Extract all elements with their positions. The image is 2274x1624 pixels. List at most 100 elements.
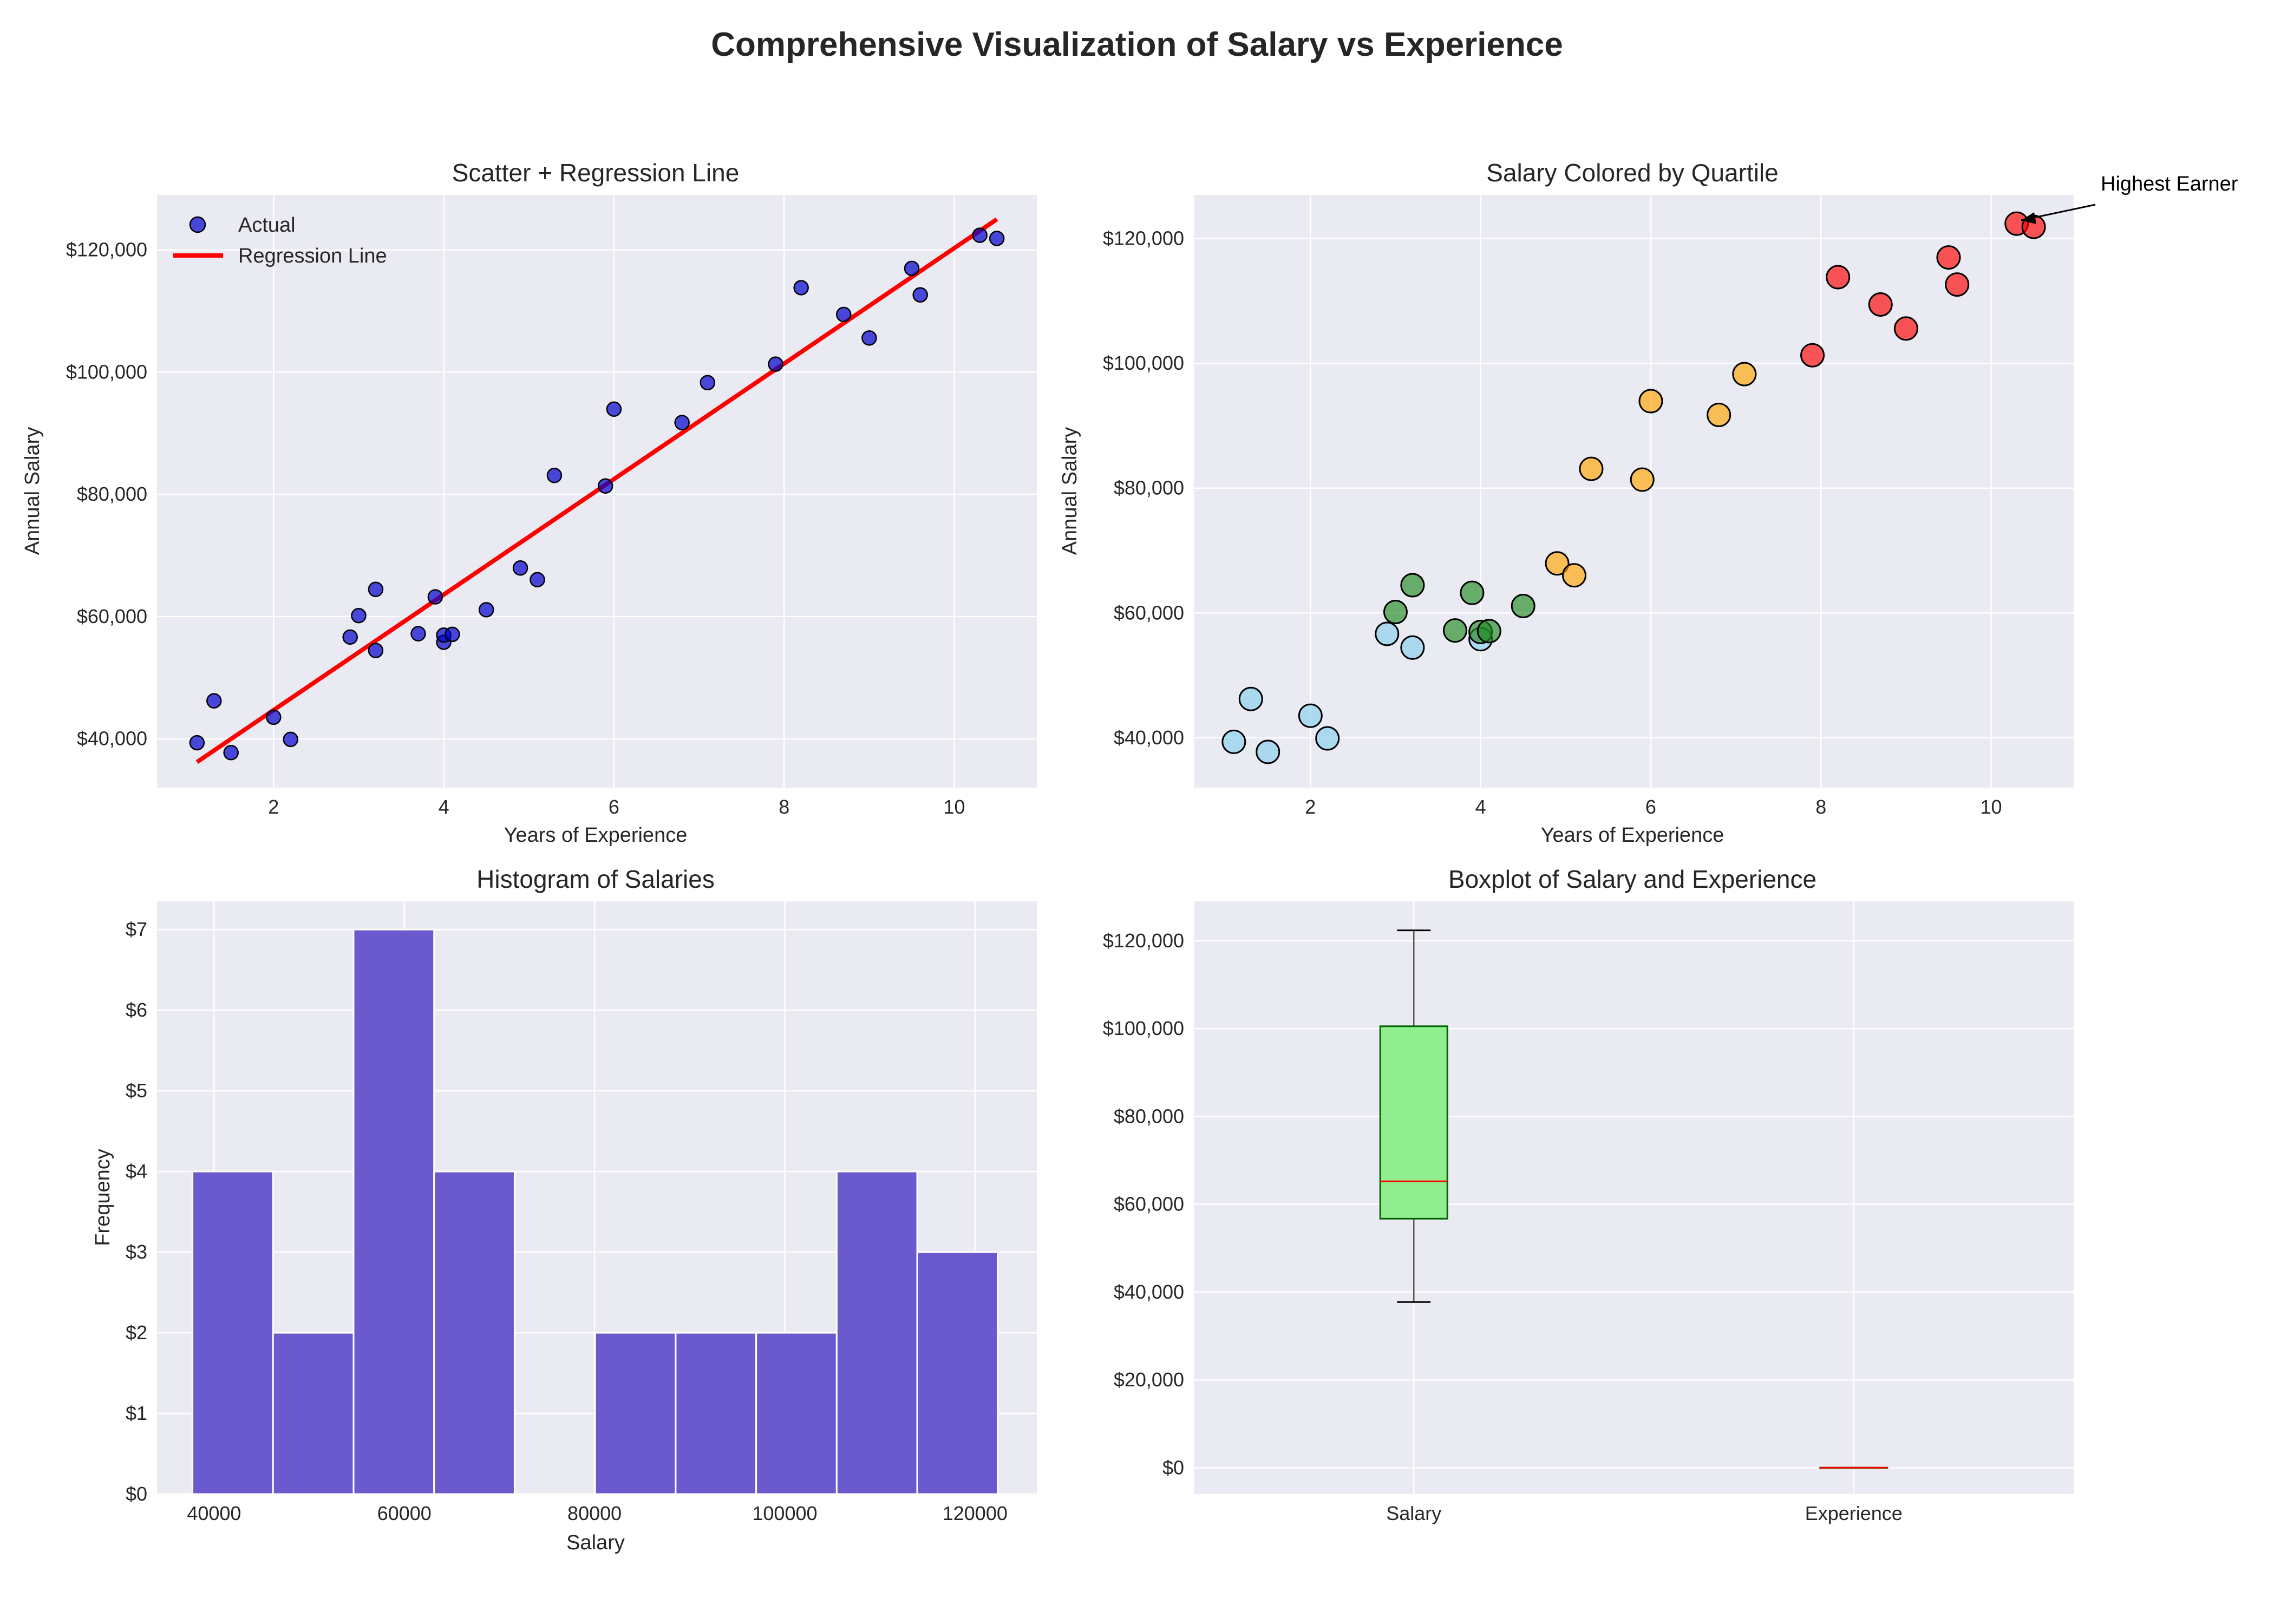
quartile-point [1511,593,1535,618]
x-tick-label: 40000 [187,1502,241,1524]
panel-3-xlabel: Salary [566,1531,625,1554]
legend-regression-label: Regression Line [238,245,387,267]
panel-3-ticks: 40000 60000 80000 100000 120000 $0 $1 $2 $3 $4 $5 $… [126,918,1008,1524]
legend-actual-marker [189,216,206,233]
x-tick-label: 8 [1815,796,1826,818]
x-tick-label: 10 [1981,796,2002,818]
quartile-point [1707,402,1731,427]
figure-title: Comprehensive Visualization of Salary vs… [711,26,1563,63]
histogram-bar [675,1332,757,1495]
scatter-point [674,415,690,430]
y-tick-label: $60,000 [77,605,147,627]
x-tick-label: Experience [1805,1502,1903,1524]
x-tick-label: 60000 [377,1502,432,1524]
scatter-point [912,287,928,303]
x-tick-label: 4 [1475,796,1486,818]
y-tick-label: $100,000 [66,361,147,383]
x-tick-label: 4 [439,796,449,818]
quartile-point [1945,272,1970,297]
quartile-point [1826,265,1851,290]
panel-boxplot: Boxplot of Salary and Experience $0 $20,0… [1103,865,2074,1524]
panel-1-marks [189,217,1005,764]
y-tick-label: $4 [126,1160,147,1182]
x-tick-label: 100000 [752,1502,817,1524]
y-tick-label: $80,000 [1114,477,1184,499]
quartile-point [1638,389,1663,414]
y-tick-label: $2 [126,1321,147,1344]
quartile-point [1800,343,1825,368]
scatter-point [546,468,563,483]
scatter-point [836,306,852,323]
scatter-point [189,735,205,751]
scatter-point [266,709,282,725]
scatter-point [768,356,783,372]
x-tick-label: 2 [268,796,279,818]
x-tick-label: Salary [1386,1502,1441,1524]
x-tick-label: 10 [944,796,965,818]
histogram-bar [272,1332,355,1495]
quartile-point [1442,618,1467,643]
quartile-point [1732,362,1757,387]
panel-4-ticks: $0 $20,000 $40,000 $60,000 $80,000 $100,000 $1… [1103,929,1903,1524]
x-tick-label: 6 [609,796,619,818]
panel-3-title: Histogram of Salaries [476,865,715,893]
annotation-arrowhead [2021,212,2036,224]
quartile-point [1545,551,1570,576]
y-tick-label: $40,000 [77,728,147,750]
panel-scatter-regression: Scatter + Regression Line 2 4 6 8 10 $40,000 $… [21,159,1037,847]
scatter-point [351,607,367,624]
y-tick-label: $6 [126,999,147,1021]
regression-line [195,217,998,764]
panel-3-ylabel: Frequency [92,1149,114,1246]
quartile-point [1460,580,1485,605]
panel-3-marks [192,928,999,1495]
scatter-point [904,260,920,277]
y-tick-label: $7 [126,918,147,940]
panel-4-title: Boxplot of Salary and Experience [1448,865,1816,893]
y-tick-label: $20,000 [1114,1368,1184,1391]
panel-2-marks [1221,211,2046,764]
y-tick-label: $0 [1162,1456,1184,1478]
panel-2-plot-area [1194,195,2074,788]
box-iqr [1379,1025,1448,1220]
scatter-point [342,629,358,645]
quartile-point [1561,563,1586,588]
panel-1-title: Scatter + Regression Line [452,159,740,187]
panel-2-xlabel: Years of Experience [1541,824,1724,847]
y-tick-label: $80,000 [1114,1105,1184,1127]
y-tick-label: $60,000 [1114,1193,1184,1215]
x-tick-label: 6 [1645,796,1656,818]
y-tick-label: $80,000 [77,483,147,505]
scatter-point [861,330,877,346]
scatter-point [368,581,384,597]
panel-4-marks [1379,929,1889,1469]
quartile-point [1630,467,1655,492]
scatter-point [512,560,528,576]
quartile-point [1375,621,1400,646]
y-tick-label: $1 [126,1402,147,1424]
panel-1-xlabel: Years of Experience [504,824,688,847]
scatter-point [427,589,443,605]
y-tick-label: $5 [126,1079,147,1102]
scatter-point [700,375,716,391]
scatter-point [972,227,988,243]
histogram-bar [594,1332,677,1495]
quartile-point [1221,729,1246,754]
quartile-point [1383,600,1408,625]
scatter-point [989,231,1005,246]
y-tick-label: $100,000 [1103,1017,1184,1039]
panel-4-plot-area [1194,901,2074,1494]
quartile-point [1315,726,1340,751]
histogram-bar [916,1251,999,1495]
panel-1-grid [157,195,1037,788]
histogram-bar [835,1170,918,1495]
scatter-point [597,478,613,494]
y-tick-label: $120,000 [66,239,147,261]
scatter-point [530,572,545,588]
histogram-bar [433,1170,515,1495]
quartile-point [1579,456,1604,481]
quartile-point [1893,316,1918,341]
x-tick-label: 80000 [567,1502,622,1524]
y-tick-label: $3 [126,1241,147,1263]
